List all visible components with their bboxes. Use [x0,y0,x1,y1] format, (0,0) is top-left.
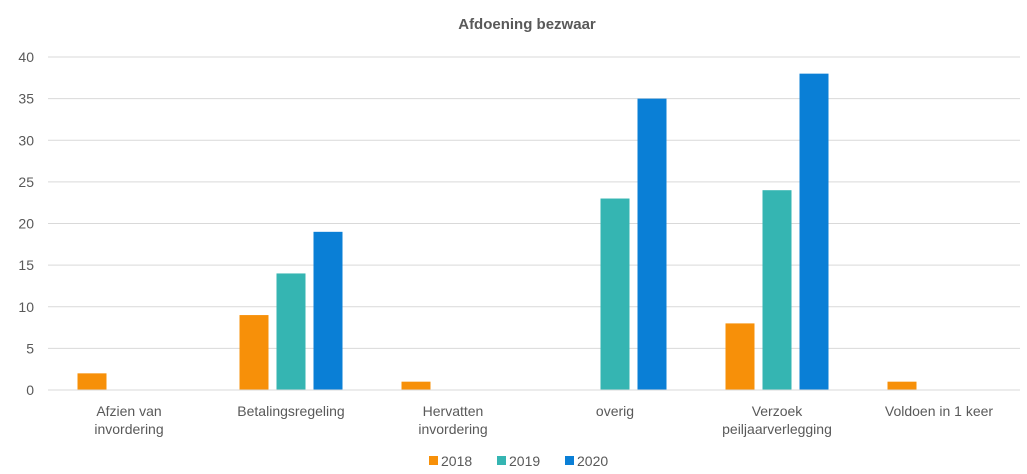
bar-2019-1 [276,273,306,390]
y-tick-label: 0 [26,382,34,398]
gridlines [48,56,1020,349]
y-axis-ticks: 0 5 10 15 20 25 30 35 40 [18,49,34,398]
y-tick-label: 25 [18,174,34,190]
y-tick-label: 30 [18,132,34,148]
y-tick-label: 5 [26,340,34,356]
bar-2018-5 [887,381,917,390]
legend-item-2018: 2018 [429,453,472,469]
bar-2018-1 [239,315,269,390]
y-tick-label: 10 [18,299,34,315]
bars [77,73,917,391]
chart-title: Afdoening bezwaar [458,16,596,33]
legend-item-2019: 2019 [497,453,540,469]
x-category-label: Afzien van invordering [94,403,163,437]
legend: 2018 2019 2020 [429,453,608,469]
x-category-label: Hervatten invordering [418,403,487,437]
legend-swatch [497,456,506,465]
x-category-label: Betalingsregeling [237,403,344,419]
bar-2019-4 [762,190,792,390]
bar-2018-2 [401,381,431,390]
y-tick-label: 15 [18,257,34,273]
bar-2018-4 [725,323,755,390]
x-category-label: overig [596,403,634,419]
bar-2020-1 [313,231,343,390]
x-category-label: Voldoen in 1 keer [885,403,994,419]
legend-label: 2020 [577,453,608,469]
legend-swatch [429,456,438,465]
y-tick-label: 40 [18,49,34,65]
legend-item-2020: 2020 [565,453,608,469]
x-axis-categories: Afzien van invordering Betalingsregeling He… [94,403,993,437]
bar-2018-0 [77,373,107,390]
bar-2019-3 [600,198,630,390]
x-category-label: Verzoek peiljaarverlegging [722,403,832,437]
legend-label: 2019 [509,453,540,469]
legend-swatch [565,456,574,465]
y-tick-label: 35 [18,91,34,107]
bar-2020-4 [799,73,829,391]
legend-label: 2018 [441,453,472,469]
bar-2020-3 [637,98,667,390]
y-tick-label: 20 [18,216,34,232]
